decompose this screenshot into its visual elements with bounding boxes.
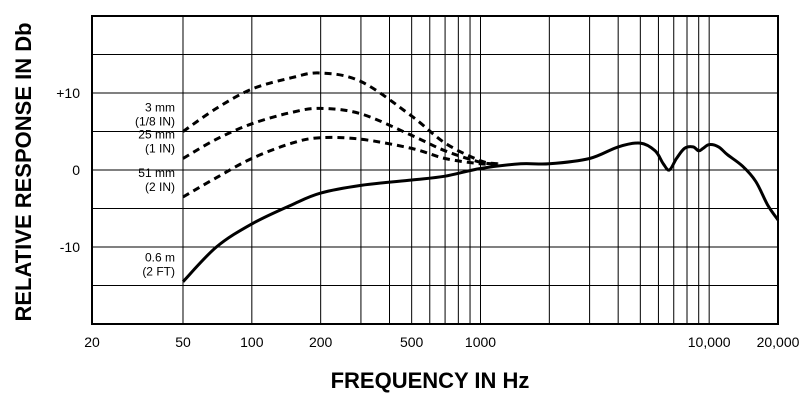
x-tick-label: 500 — [400, 334, 424, 350]
y-tick-label: 0 — [72, 162, 80, 178]
series-line — [182, 71, 499, 166]
series-label: (1/8 IN) — [135, 115, 175, 129]
x-tick-label: 50 — [175, 334, 191, 350]
x-tick-label: 20 — [84, 334, 100, 350]
y-tick-label: +10 — [56, 85, 80, 101]
series-annotations: 3 mm(1/8 IN)25 mm(1 IN) 51 mm(2 IN) 0.6 m(… — [135, 101, 175, 279]
series-layer — [181, 71, 780, 283]
series-line — [182, 106, 499, 166]
chart-grid — [91, 15, 779, 325]
series-line — [181, 141, 780, 283]
series-label: 25 mm — [138, 127, 175, 141]
x-tick-label: 20,000 — [757, 334, 800, 350]
x-tick-label: 100 — [240, 334, 264, 350]
series-label: 0.6 m — [145, 251, 175, 265]
x-tick-label: 200 — [309, 334, 333, 350]
y-axis-label: RELATIVE RESPONSE IN Db — [11, 22, 36, 321]
series-label: (1 IN) — [145, 141, 175, 155]
x-tick-label: 1000 — [465, 334, 496, 350]
series-line — [182, 135, 499, 199]
series-label: (2 FT) — [142, 265, 175, 279]
series-label: 51 mm — [138, 166, 175, 180]
x-axis-label: FREQUENCY IN Hz — [331, 368, 530, 393]
series-label: (2 IN) — [145, 180, 175, 194]
series-label: 3 mm — [145, 101, 175, 115]
y-tick-labels: +10 0 -10 — [56, 85, 80, 255]
x-tick-labels: 20 50 100 200 500 1000 10,000 20,000 — [84, 334, 799, 350]
y-tick-label: -10 — [60, 239, 80, 255]
x-tick-label: 10,000 — [688, 334, 731, 350]
